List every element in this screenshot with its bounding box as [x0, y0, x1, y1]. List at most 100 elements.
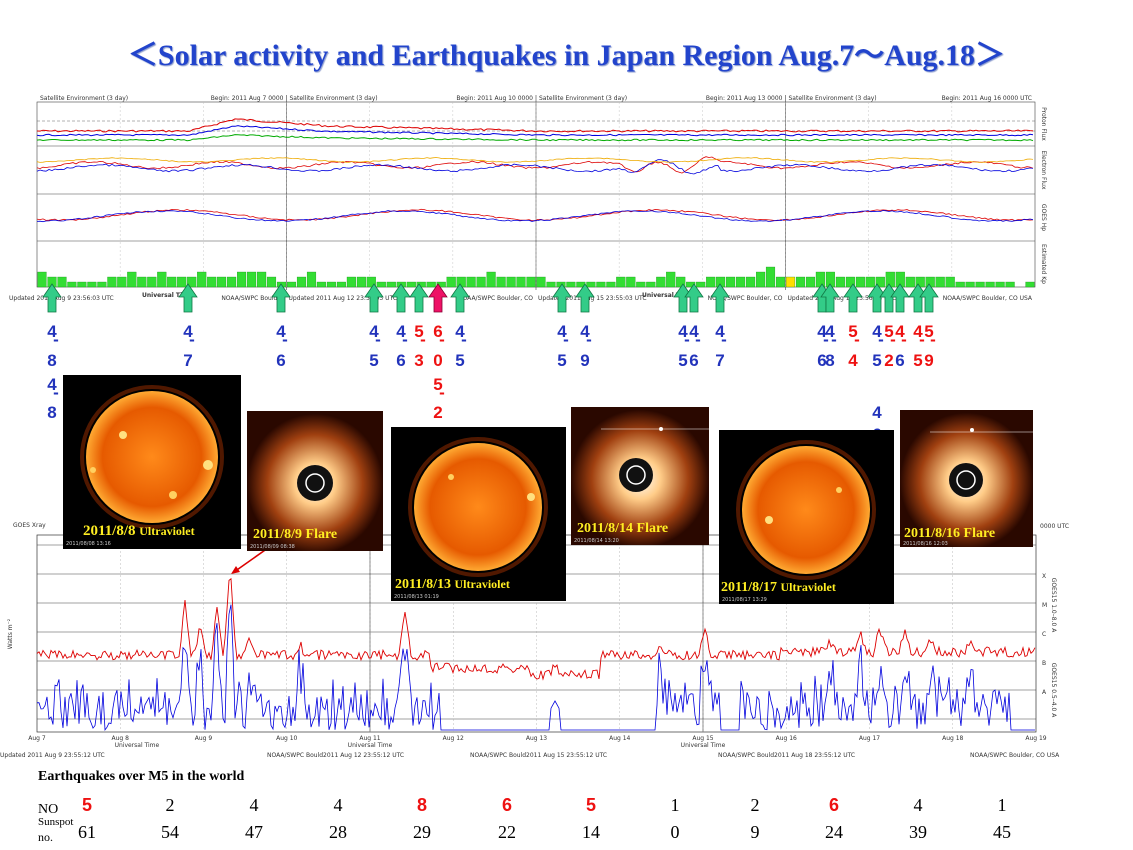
xray-xlabel: Universal Time [348, 742, 393, 749]
digit-separator: - [684, 330, 690, 349]
earthquake-magnitude-digit: 7 [715, 351, 724, 370]
kp-bar [1025, 281, 1035, 288]
kp-bar [805, 276, 816, 288]
xray-title-right: 0000 UTC [1040, 523, 1069, 530]
sunspot-row-label: Sunspot [38, 816, 74, 828]
kp-bar [596, 281, 606, 288]
kp-bar [376, 281, 386, 288]
image-caption: 2011/8/9 Flare [253, 527, 338, 542]
kp-bar [656, 276, 666, 288]
kp-bar [167, 276, 177, 288]
earthquake-arrow [820, 283, 840, 313]
earthquake-magnitude-digit: 4 [913, 322, 923, 341]
digit-separator: - [402, 330, 408, 349]
kp-bar [546, 281, 556, 288]
sunspot-number-cell: 29 [413, 822, 431, 842]
right-axis-label: Electron Flux [1040, 151, 1047, 190]
digit-separator: - [53, 383, 59, 402]
kp-bar [875, 276, 885, 288]
earthquake-arrow [684, 283, 704, 313]
xray-xlabel: Universal Time [115, 742, 160, 749]
right-axis-label: GOES Hp [1040, 204, 1047, 231]
panel-footer-left: Updated 2011 Aug 18 23:56:03 UTC [788, 295, 897, 302]
date-tick-label: Aug 10 [276, 735, 297, 742]
xray-series-blue [36, 604, 1035, 732]
sun-image-aug13: 2011/8/13 Ultraviolet 2011/08/13 01:19 [391, 427, 566, 601]
earthquake-arrow [42, 283, 62, 313]
kp-bar [566, 281, 576, 288]
kp-bar [426, 281, 436, 288]
kp-bar [536, 276, 546, 288]
panel-header-right: Begin: 2011 Aug 16 0000 UTC [942, 95, 1032, 102]
earthquake-magnitude-digit: 5 [924, 322, 933, 341]
kp-bar [975, 281, 985, 288]
earthquake-magnitude-digit: 8 [47, 351, 56, 370]
kp-bar [466, 276, 476, 288]
panel-footer-right: NOAA/SWPC Boulder, CO [458, 295, 533, 302]
sunspot-number-cell: 14 [582, 822, 600, 842]
proton-flux-red [36, 118, 1034, 133]
digit-separator: - [53, 330, 59, 349]
earthquake-arrow [843, 283, 863, 313]
earthquake-magnitude-digit: 4 [872, 403, 882, 422]
kp-bar [526, 276, 536, 288]
image-caption: 2011/8/8 Ultraviolet [83, 523, 195, 539]
axis-label: Universal Time [142, 292, 192, 299]
right-axis-label-blue: GOES15 0.5–4.0 A [1050, 663, 1057, 719]
date-tick-label: Aug 14 [609, 735, 630, 742]
sunspot-number-cell: 28 [329, 822, 347, 842]
earthquake-magnitude-digit: 4 [47, 375, 57, 394]
earthquake-count-cell: 1 [670, 795, 680, 815]
digit-separator: - [854, 330, 860, 349]
image-caption: 2011/8/14 Flare [577, 521, 669, 536]
earthquake-magnitude-digit: 7 [183, 351, 192, 370]
earthquake-magnitude-digit: 5 [884, 322, 893, 341]
earthquake-magnitude-digit: 9 [924, 351, 933, 370]
date-tick-label: Aug 19 [1025, 735, 1046, 742]
kp-bar [37, 271, 47, 288]
panel-header-left: Satellite Environment (3 day) [789, 95, 877, 102]
image-caption: 2011/8/16 Flare [904, 526, 996, 541]
panel-header-left: Satellite Environment (3 day) [290, 95, 378, 102]
earthquake-count-cell: 2 [750, 795, 760, 815]
earthquake-magnitude-digit: 4 [396, 322, 406, 341]
kp-bar [336, 281, 346, 288]
kp-bar [905, 276, 915, 288]
sunspot-number-cell: 9 [750, 822, 760, 842]
kp-bar [266, 276, 277, 288]
digit-separator: - [586, 330, 592, 349]
kp-bar [177, 276, 187, 288]
kp-bar [706, 276, 716, 288]
earthquake-arrow [867, 283, 887, 313]
kp-bar [835, 276, 845, 288]
earthquake-arrow [450, 283, 470, 313]
kp-bar [616, 276, 626, 288]
xray-updated-text: NOAA/SWPC Bould2011 Aug 15 23:55:12 UTC [470, 752, 607, 759]
sunspot-number-cell: 54 [161, 822, 179, 842]
panel-header-right: Begin: 2011 Aug 7 0000 [211, 95, 284, 102]
kp-bar [127, 271, 137, 288]
panel-footer-left: Updated 2011 Aug 9 23:56:03 UTC [9, 295, 114, 302]
kp-bar [995, 281, 1005, 288]
kp-bar [356, 276, 366, 288]
corona-image-aug14: 2011/8/14 Flare 2011/08/14 13:20 [571, 407, 709, 545]
earthquake-arrow [271, 283, 291, 313]
panel-header-left: Satellite Environment (3 day) [40, 95, 128, 102]
kp-bar [756, 271, 766, 288]
earthquake-arrow [879, 283, 899, 313]
digit-separator: - [375, 330, 381, 349]
earthquake-magnitude-digit: 4 [47, 322, 57, 341]
date-tick-label: Aug 15 [692, 735, 713, 742]
sunspot-row-label-2: no. [38, 830, 53, 844]
earthquake-magnitude-digit: 5 [557, 351, 566, 370]
earthquake-magnitude-digit: 4 [872, 322, 882, 341]
sunspot-number-cell: 61 [78, 822, 96, 842]
kp-bar [286, 281, 297, 288]
earthquake-count-cell: 4 [249, 795, 259, 815]
kp-bar [985, 281, 995, 288]
digit-separator: - [420, 330, 426, 349]
kp-bar [147, 276, 157, 288]
flare-class-label: A [1042, 689, 1047, 696]
date-tick-label: Aug 16 [776, 735, 797, 742]
kp-bar [257, 271, 267, 288]
